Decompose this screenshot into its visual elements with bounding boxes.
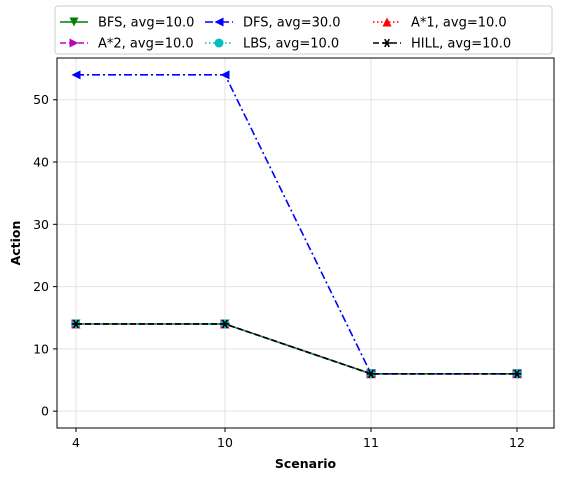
- data-point: [512, 369, 522, 379]
- data-point: [220, 70, 230, 80]
- legend-label: A*1, avg=10.0: [411, 16, 507, 31]
- legend-item[interactable]: A*2, avg=10.0: [60, 37, 194, 52]
- legend-label: A*2, avg=10.0: [98, 37, 194, 52]
- legend-item[interactable]: A*1, avg=10.0: [373, 16, 507, 31]
- legend-marker: [69, 38, 79, 48]
- legend-marker: [382, 38, 392, 48]
- data-point: [71, 70, 81, 80]
- legend-label: HILL, avg=10.0: [411, 37, 511, 52]
- y-axis-title: Action: [8, 221, 23, 266]
- data-point: [71, 319, 81, 329]
- legend-label: DFS, avg=30.0: [243, 16, 341, 31]
- series-line: [76, 323, 517, 375]
- y-tick-label: 30: [33, 217, 49, 232]
- plot-area: [56, 57, 555, 429]
- legend[interactable]: BFS, avg=10.0 DFS, avg=30.0 A*1, avg=10.0 A…: [54, 5, 553, 55]
- x-axis-title: Scenario: [275, 456, 337, 471]
- legend-label: LBS, avg=10.0: [243, 37, 339, 52]
- legend-marker: [214, 38, 224, 48]
- legend-item[interactable]: HILL, avg=10.0: [373, 37, 511, 52]
- legend-marker: [382, 17, 392, 27]
- x-tick-label: 12: [509, 435, 525, 450]
- legend-item[interactable]: DFS, avg=30.0: [205, 16, 341, 31]
- data-point: [220, 319, 230, 329]
- x-tick-label: 11: [363, 435, 379, 450]
- legend-item[interactable]: LBS, avg=10.0: [205, 37, 339, 52]
- y-tick-label: 10: [33, 341, 49, 356]
- y-axis: 0 10 20 30 40 50: [33, 92, 57, 419]
- y-tick-label: 20: [33, 279, 49, 294]
- series-group: [71, 70, 522, 379]
- y-tick-label: 0: [41, 404, 49, 419]
- legend-marker: [214, 17, 224, 27]
- legend-label: BFS, avg=10.0: [98, 16, 194, 31]
- legend-item[interactable]: BFS, avg=10.0: [60, 16, 194, 31]
- y-tick-label: 40: [33, 155, 49, 170]
- x-axis: 4 10 11 12: [72, 428, 525, 450]
- series-5: [71, 319, 522, 379]
- data-point: [366, 369, 376, 379]
- x-tick-label: 10: [217, 435, 233, 450]
- series-line: [76, 74, 517, 375]
- legend-marker: [69, 17, 79, 27]
- legend-box: [54, 5, 553, 55]
- series-line: [76, 323, 517, 375]
- x-tick-label: 4: [72, 435, 80, 450]
- y-tick-label: 50: [33, 92, 49, 107]
- grid: [57, 58, 554, 428]
